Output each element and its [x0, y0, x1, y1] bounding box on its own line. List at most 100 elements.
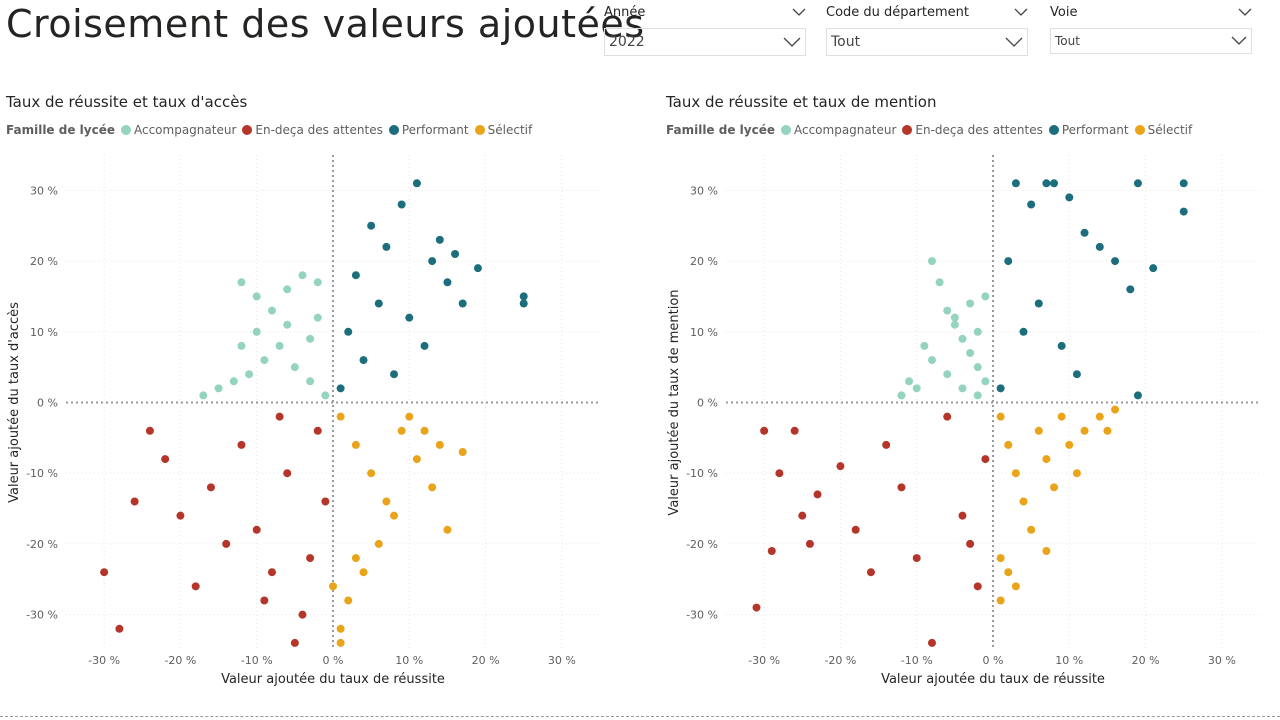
data-point[interactable] [1034, 426, 1043, 435]
data-point[interactable] [458, 448, 467, 456]
data-point[interactable] [1095, 412, 1104, 421]
data-point[interactable] [313, 278, 322, 287]
data-point[interactable] [798, 511, 807, 520]
data-point[interactable] [428, 483, 437, 492]
data-point[interactable] [1126, 285, 1135, 294]
data-point[interactable] [374, 539, 383, 548]
data-point[interactable] [1179, 207, 1188, 216]
data-point[interactable] [1034, 299, 1043, 308]
legend-item-accompagnateur[interactable]: Accompagnateur [780, 123, 896, 137]
data-point[interactable] [329, 582, 337, 591]
data-point[interactable] [1133, 391, 1142, 400]
data-point[interactable] [405, 412, 414, 421]
data-point[interactable] [115, 624, 124, 633]
legend-item-en-deca[interactable]: En-deça des attentes [242, 123, 383, 137]
data-point[interactable] [237, 278, 246, 287]
data-point[interactable] [973, 363, 982, 372]
data-point[interactable] [958, 384, 967, 393]
data-point[interactable] [351, 440, 360, 449]
data-point[interactable] [981, 377, 990, 386]
data-point[interactable] [966, 539, 975, 548]
slicer-annee[interactable]: Année 2022 [604, 0, 806, 56]
data-point[interactable] [1111, 405, 1120, 414]
data-point[interactable] [897, 483, 906, 492]
data-point[interactable] [435, 235, 444, 244]
data-point[interactable] [237, 440, 246, 449]
data-point[interactable] [996, 412, 1005, 421]
data-point[interactable] [760, 426, 769, 435]
data-point[interactable] [176, 511, 185, 520]
data-point[interactable] [1050, 483, 1059, 492]
data-point[interactable] [237, 341, 246, 350]
data-point[interactable] [412, 179, 421, 188]
data-point[interactable] [313, 313, 322, 322]
data-point[interactable] [1103, 426, 1112, 435]
data-point[interactable] [367, 469, 376, 478]
data-point[interactable] [382, 497, 391, 506]
data-point[interactable] [275, 412, 284, 421]
data-point[interactable] [1065, 440, 1074, 449]
data-point[interactable] [996, 384, 1005, 393]
data-point[interactable] [1011, 582, 1020, 591]
data-point[interactable] [1072, 370, 1081, 379]
data-point[interactable] [267, 568, 276, 577]
data-point[interactable] [252, 327, 261, 336]
data-point[interactable] [1042, 547, 1051, 555]
data-point[interactable] [344, 596, 353, 605]
data-point[interactable] [1004, 568, 1013, 577]
data-point[interactable] [290, 638, 299, 647]
data-point[interactable] [267, 306, 276, 315]
data-point[interactable] [912, 554, 921, 563]
data-point[interactable] [851, 525, 860, 534]
data-point[interactable] [306, 377, 315, 386]
data-point[interactable] [443, 525, 452, 534]
data-point[interactable] [412, 455, 421, 464]
data-point[interactable] [1065, 193, 1074, 202]
data-point[interactable] [1027, 200, 1036, 209]
data-point[interactable] [966, 349, 975, 357]
data-point[interactable] [359, 356, 368, 365]
data-point[interactable] [336, 412, 345, 421]
slicer-voie-dropdown[interactable]: Tout [1050, 28, 1252, 54]
data-point[interactable] [1019, 327, 1028, 336]
data-point[interactable] [145, 426, 154, 435]
data-point[interactable] [920, 341, 929, 350]
data-point[interactable] [283, 469, 292, 478]
data-point[interactable] [229, 377, 238, 386]
data-point[interactable] [344, 327, 353, 336]
data-point[interactable] [206, 483, 215, 492]
data-point[interactable] [519, 292, 528, 301]
data-point[interactable] [973, 327, 982, 336]
data-point[interactable] [813, 490, 822, 499]
data-point[interactable] [428, 257, 437, 266]
data-point[interactable] [519, 299, 528, 308]
data-point[interactable] [981, 455, 990, 464]
data-point[interactable] [298, 610, 307, 619]
data-point[interactable] [927, 257, 936, 266]
data-point[interactable] [405, 313, 414, 322]
data-point[interactable] [1095, 242, 1104, 251]
slicer-departement[interactable]: Code du département Tout [826, 0, 1028, 56]
data-point[interactable] [260, 596, 269, 605]
slicer-annee-dropdown[interactable]: 2022 [604, 28, 806, 56]
data-point[interactable] [1133, 179, 1142, 188]
legend-item-en-deca[interactable]: En-deça des attentes [902, 123, 1043, 137]
data-point[interactable] [958, 334, 967, 343]
data-point[interactable] [912, 384, 921, 393]
data-point[interactable] [805, 539, 814, 548]
data-point[interactable] [943, 370, 952, 379]
data-point[interactable] [390, 370, 399, 379]
data-point[interactable] [367, 221, 376, 230]
scatter-chart-2[interactable]: -30 % -20 % -10 % 0 % 10 % 20 % 30 % 30 % 20 % 10… [660, 150, 1280, 695]
data-point[interactable] [306, 554, 315, 563]
data-point[interactable] [897, 391, 906, 400]
data-point[interactable] [397, 426, 406, 435]
data-point[interactable] [458, 299, 467, 308]
data-point[interactable] [1149, 264, 1158, 273]
data-point[interactable] [336, 624, 345, 633]
data-point[interactable] [473, 264, 482, 273]
data-point[interactable] [966, 299, 975, 308]
data-point[interactable] [950, 320, 959, 329]
slicer-voie[interactable]: Voie Tout [1050, 0, 1252, 54]
slicer-departement-dropdown[interactable]: Tout [826, 28, 1028, 56]
